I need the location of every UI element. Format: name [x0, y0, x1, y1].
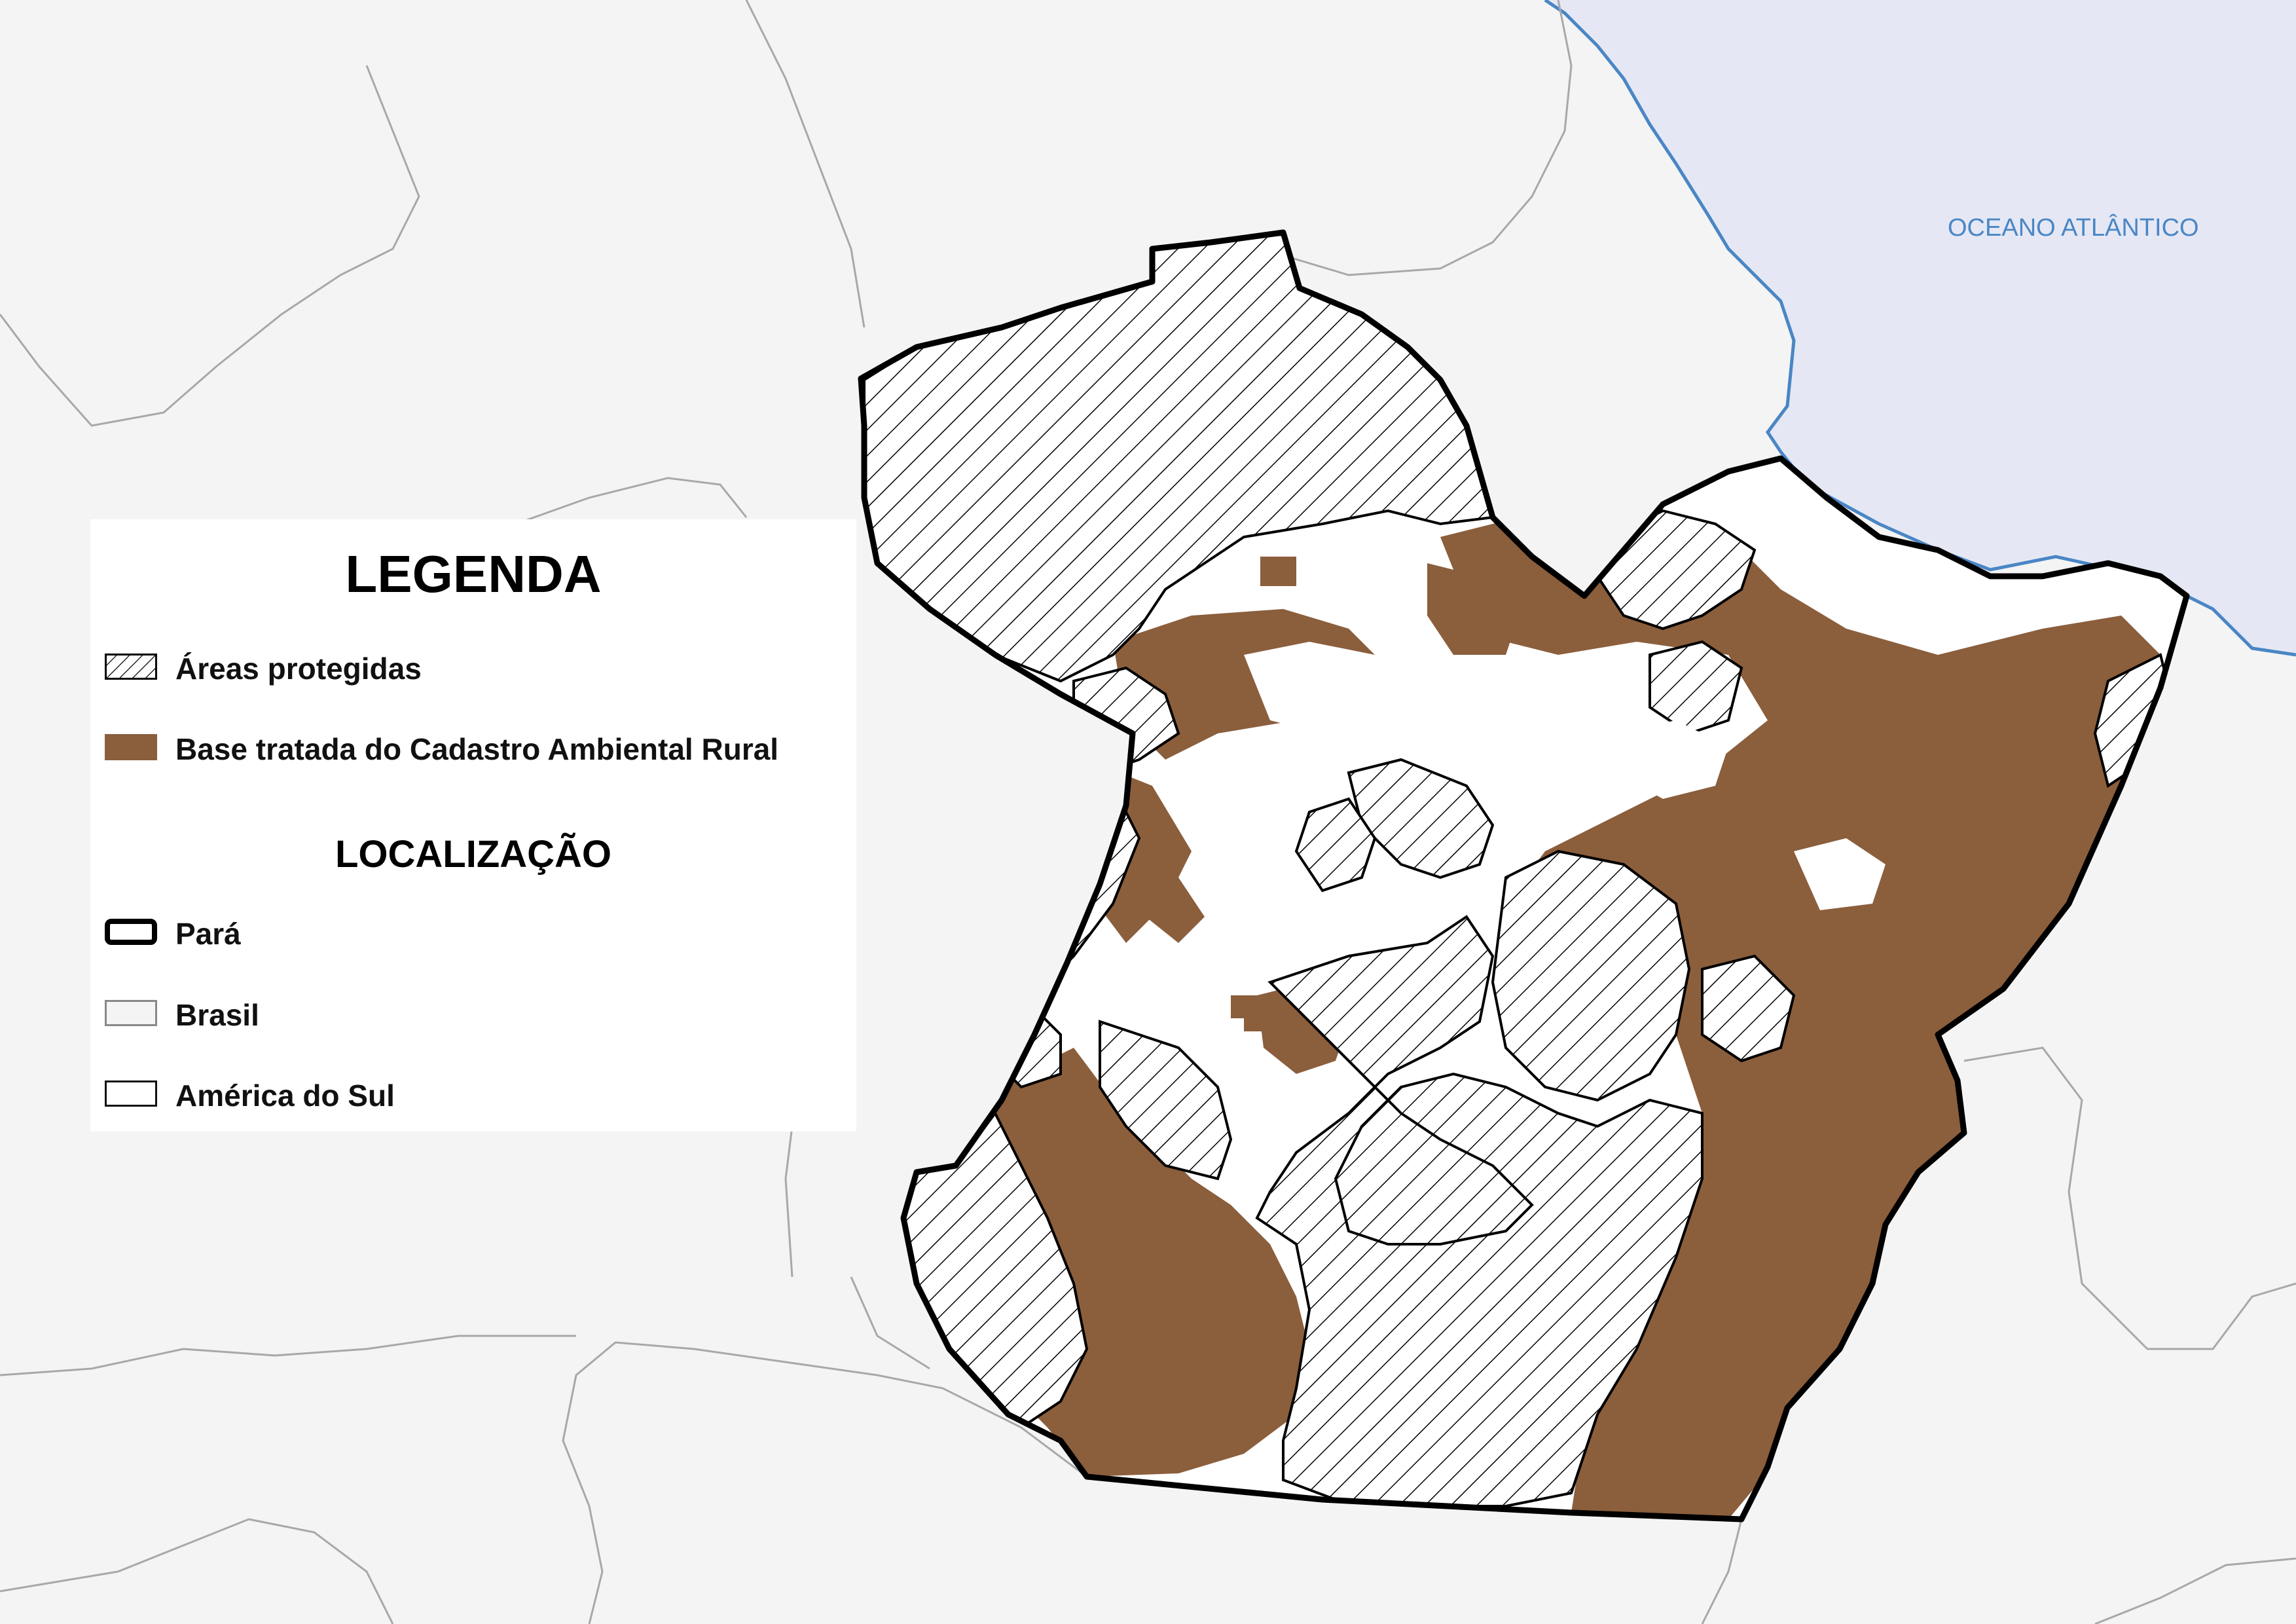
- thick-outline-box-icon: [105, 919, 157, 945]
- atlantic-ocean: [1545, 0, 2296, 655]
- unregistered-land: [1244, 642, 1886, 910]
- ocean-label: OCEANO ATLÂNTICO: [1948, 213, 2199, 242]
- legend-title: LEGENDA: [345, 545, 602, 603]
- hatch-box-icon: [105, 654, 157, 680]
- legend-item-label: Pará: [175, 917, 241, 951]
- legend-item-label: Áreas protegidas: [175, 652, 422, 686]
- brown-fill-box-icon: [105, 734, 157, 760]
- legend-panel: LEGENDA Áreas protegidas Base tratada do…: [90, 519, 856, 1132]
- location-title: LOCALIZAÇÃO: [335, 833, 612, 876]
- legend-item-label: Brasil: [175, 998, 259, 1032]
- para-outline: [858, 229, 2190, 1522]
- white-fill-box-icon: [105, 1080, 157, 1107]
- legend-item-label: América do Sul: [175, 1079, 395, 1113]
- grey-fill-box-icon: [105, 1000, 157, 1026]
- legend-item-label: Base tratada do Cadastro Ambiental Rural: [175, 732, 779, 766]
